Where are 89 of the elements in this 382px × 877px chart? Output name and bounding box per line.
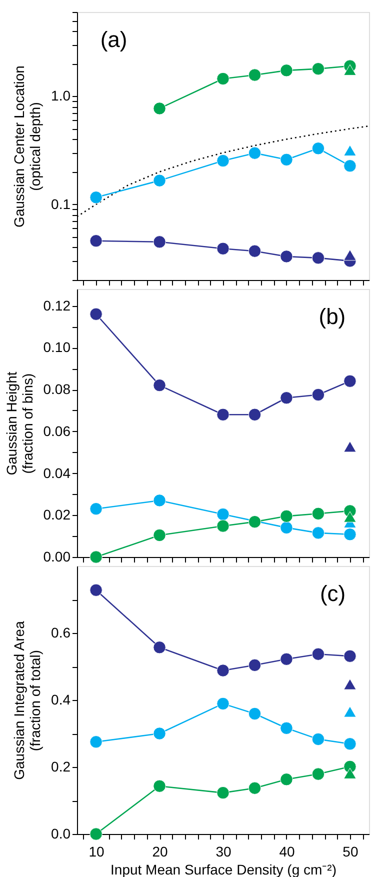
y-tick-label: 0.10 [43,339,71,356]
point [90,550,102,564]
point [90,736,102,748]
point [312,732,325,746]
point [153,174,166,187]
point [280,153,293,166]
point [280,392,293,404]
point [248,244,262,258]
point [344,374,356,388]
point [90,308,102,320]
point [248,68,262,82]
y-tick-label: 0.06 [43,422,71,439]
annotation: (a) [100,27,128,52]
y-axis-title: Gaussian Center Location (optical depth) [11,66,44,228]
point [90,502,102,516]
point [153,102,166,115]
point [312,507,325,520]
point [248,658,262,672]
y-tick-label: 0.4 [51,692,71,708]
point [280,773,293,786]
point [216,242,230,255]
annotation: (c) [320,581,346,606]
y-tick-label: 0.04 [43,464,71,481]
point [280,722,293,734]
point [216,664,230,677]
point [344,528,356,541]
point [344,511,356,522]
y-tick-label: 0.2 [51,758,71,774]
point [248,408,262,421]
point [344,144,356,156]
y-tick-label: 0.08 [43,381,71,397]
point [344,706,356,718]
point [216,72,230,86]
point [153,641,166,654]
point [312,648,325,660]
point [344,678,356,690]
y-axis-title: Gaussian Integrated Area (fraction of total) [11,620,44,780]
point [153,727,166,740]
point [216,408,230,421]
point [344,441,356,452]
point [90,234,102,248]
point [280,652,293,666]
point [248,782,262,794]
point [216,508,230,521]
point [216,697,230,710]
point [248,515,262,528]
point [312,62,325,76]
point [312,252,325,264]
point [216,786,230,800]
point [248,707,262,720]
y-tick-label: 0.0 [51,826,71,842]
x-tick-label: 20 [152,844,168,860]
y-tick-label: 1.0 [51,88,71,104]
point [153,528,166,542]
point [312,388,325,402]
x-tick-label: 50 [342,844,358,860]
point [344,250,356,261]
point [153,780,166,792]
y-tick-label: 0.12 [43,297,71,314]
annotation: (b) [318,304,346,329]
point [312,526,325,540]
x-tick-label: 30 [216,844,232,860]
point [344,160,356,172]
point [280,521,293,534]
point [344,768,356,779]
y-tick-label: 0.02 [43,506,71,523]
point [153,494,166,507]
y-tick-label: 0.1 [51,196,71,212]
point [280,64,293,77]
point [312,768,325,780]
y-tick-label: 0.6 [51,624,71,640]
point [90,584,102,596]
point [90,191,102,204]
point [344,738,356,750]
point [216,520,230,532]
point [216,154,230,168]
point [153,378,166,392]
x-tick-label: 10 [88,844,105,860]
point [90,828,102,840]
y-tick-label: 0.00 [43,548,71,564]
point [280,250,293,263]
point [153,236,166,248]
x-tick-label: 40 [279,844,295,860]
point [344,64,356,76]
point [248,146,262,160]
point [312,142,325,155]
point [344,650,356,662]
point [280,510,293,523]
y-axis-title: Gaussian Height (fraction of bins) [3,372,36,476]
